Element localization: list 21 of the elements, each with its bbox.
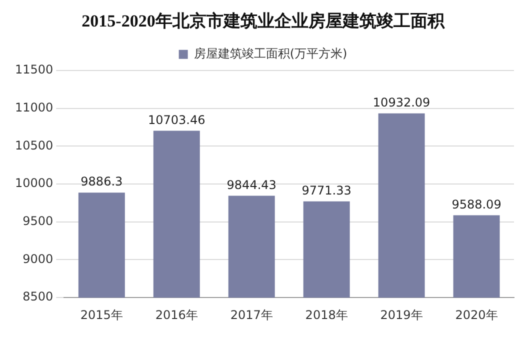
x-tick-label: 2015年 <box>80 308 123 322</box>
chart-title: 2015-2020年北京市建筑业企业房屋建筑竣工面积 <box>82 12 446 31</box>
x-tick-label: 2016年 <box>155 308 198 322</box>
y-tick-label: 9000 <box>22 252 54 266</box>
data-label: 9588.09 <box>452 197 502 212</box>
x-tick-label: 2017年 <box>230 308 273 322</box>
data-label: 10703.46 <box>148 112 206 127</box>
x-tick-label: 2019年 <box>380 308 423 322</box>
y-tick-label: 8500 <box>22 290 54 304</box>
legend-label: 房屋建筑竣工面积(万平方米) <box>194 46 348 61</box>
x-tick-label: 2018年 <box>305 308 348 322</box>
data-label: 9771.33 <box>302 183 352 198</box>
y-tick-label: 11000 <box>14 100 54 114</box>
y-tick-label: 10000 <box>14 176 54 190</box>
data-label: 10932.09 <box>372 96 430 110</box>
y-tick-label: 11500 <box>14 62 54 77</box>
data-label: 9886.3 <box>80 174 123 189</box>
y-tick-label: 10500 <box>14 138 54 152</box>
x-tick-label: 2020年 <box>455 308 498 322</box>
y-tick-label: 9500 <box>22 214 54 228</box>
data-label: 9844.43 <box>226 178 276 192</box>
